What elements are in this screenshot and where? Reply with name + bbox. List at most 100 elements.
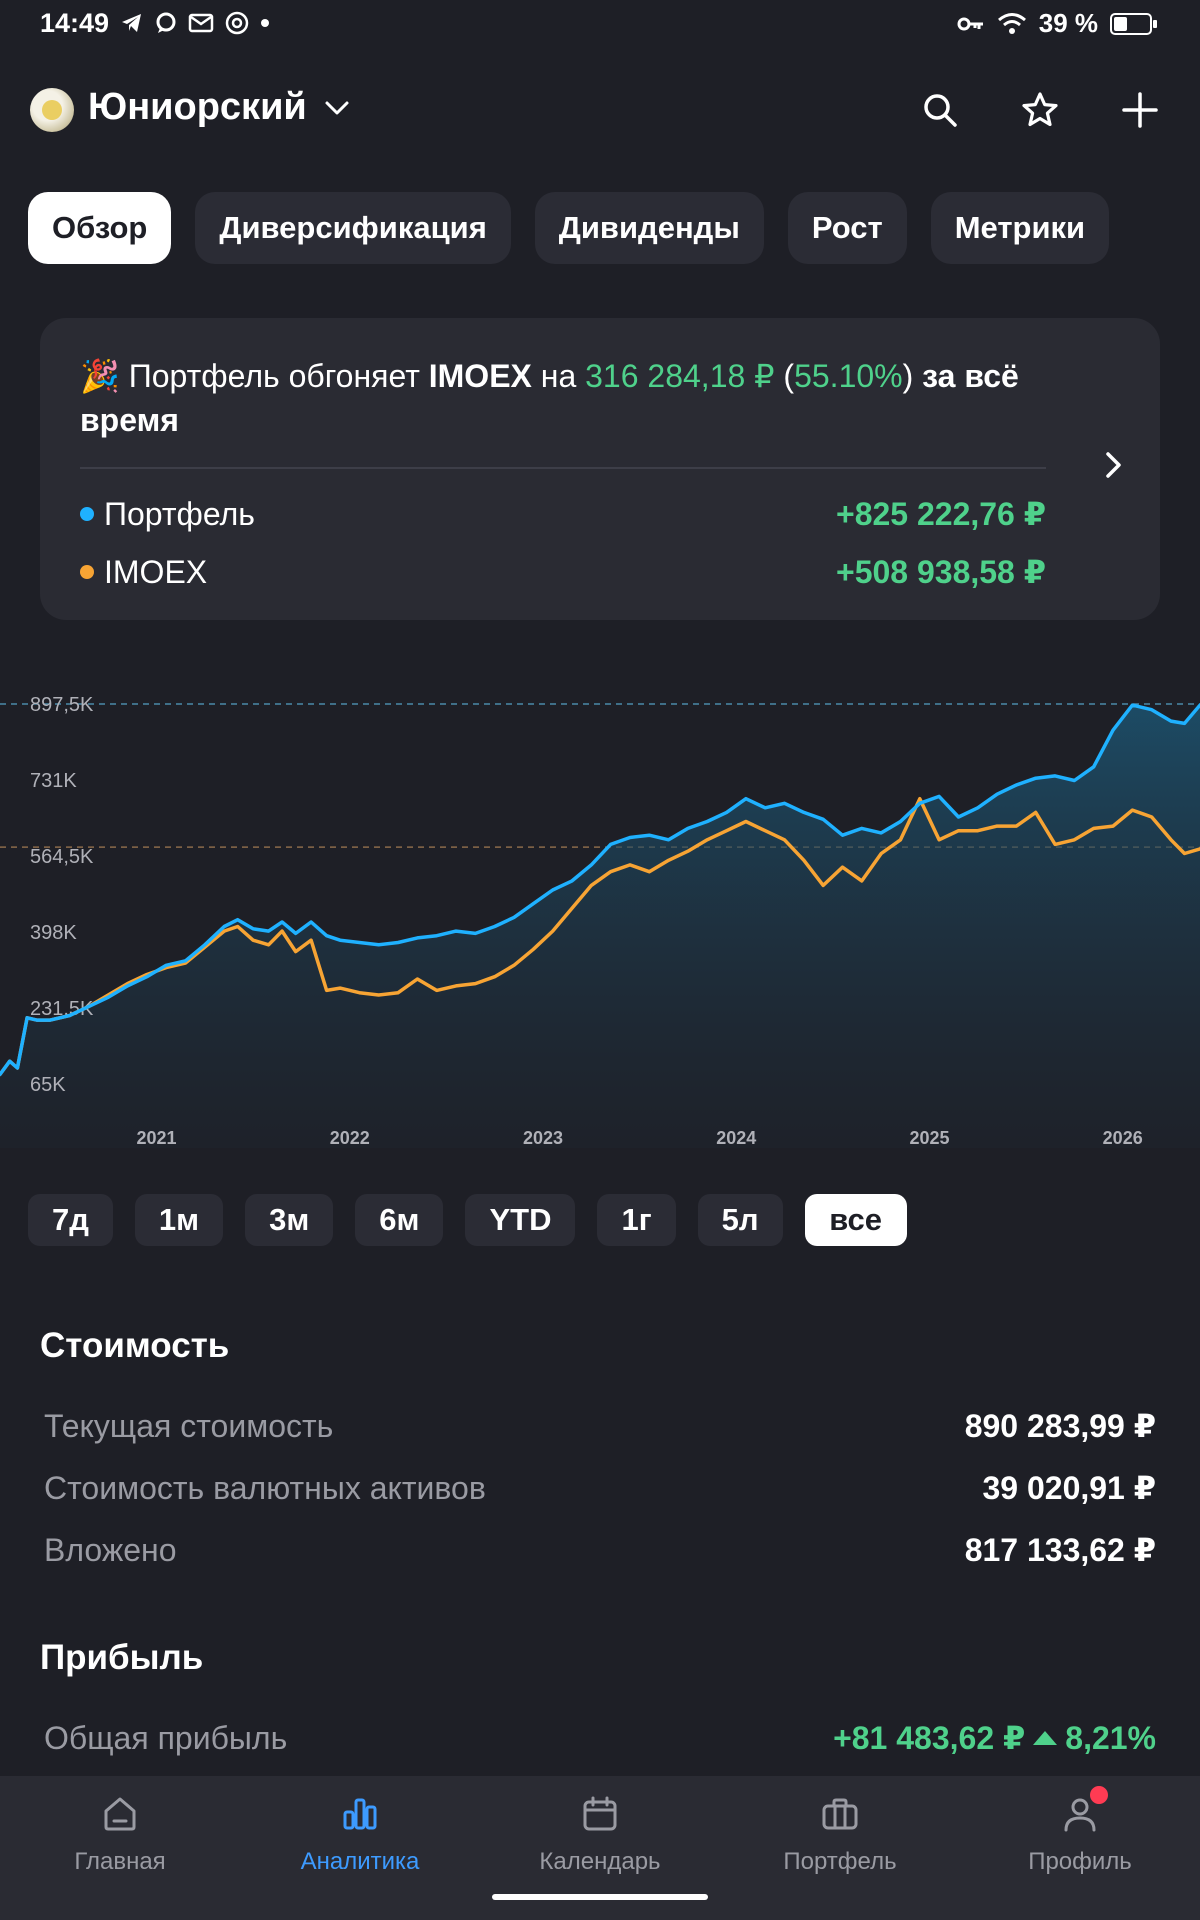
period-ytd[interactable]: YTD [465,1194,576,1246]
row-value: 817 133,62 ₽ [964,1532,1156,1568]
row-label: Стоимость валютных активов [44,1469,486,1506]
search-button[interactable] [914,84,966,136]
nav-label: Профиль [1028,1848,1132,1875]
plus-icon [1122,92,1158,128]
period-6m[interactable]: 6м [355,1194,444,1246]
comparison-pct-open: ( [783,358,795,394]
x-tick-label: 2025 [909,1128,949,1148]
home-indicator [492,1894,708,1900]
notification-icons [120,10,270,36]
nav-profile[interactable]: Профиль [960,1784,1200,1890]
profit-row-total: Общая прибыль +81 483,62 ₽ 8,21% [44,1716,1156,1760]
party-icon: 🎉 [80,358,120,394]
profile-icon [1056,1784,1110,1838]
portfolio-title: Юниорский [88,86,307,128]
wifi-icon [997,12,1026,34]
nav-analytics[interactable]: Аналитика [240,1790,480,1890]
comparison-pct: 55.10% [794,358,903,394]
divider [80,467,1046,469]
period-7d[interactable]: 7д [28,1194,113,1246]
tab-dividends[interactable]: Дивиденды [534,192,764,264]
add-button[interactable] [1114,84,1166,136]
y-tick-label: 731K [30,770,77,792]
period-all[interactable]: все [804,1194,907,1246]
nav-label: Аналитика [300,1848,420,1875]
chevron-down-icon [325,101,349,114]
comparison-prefix: Портфель обгоняет [128,358,420,394]
analytics-tabs: Обзор Диверсификация Дивиденды Рост Метр… [28,192,1110,264]
y-tick-label: 564,5K [30,846,94,868]
nav-home[interactable]: Главная [0,1790,240,1890]
status-time: 14:49 [40,8,110,38]
chevron-right-icon [1106,452,1121,478]
value-row-currency-assets: Стоимость валютных активов 39 020,91 ₽ [44,1466,1156,1510]
mail-icon [188,13,214,33]
app-header: Юниорский [0,78,1200,142]
nav-portfolio[interactable]: Портфель [720,1790,960,1890]
portfolio-selector[interactable]: Юниорский [88,86,351,129]
favorite-button[interactable] [1014,84,1066,136]
period-selector: 7д 1м 3м 6м YTD 1г 5л все [28,1194,907,1246]
comparison-index: IMOEX [428,358,532,394]
x-tick-label: 2024 [716,1128,756,1148]
nav-label: Календарь [539,1848,661,1875]
calendar-icon [576,1790,624,1838]
profit-section-title: Прибыль [40,1638,204,1677]
y-tick-label: 897,5K [30,694,94,716]
period-1y[interactable]: 1г [597,1194,676,1246]
row-value: 39 020,91 ₽ [982,1470,1156,1506]
nav-label: Главная [74,1848,166,1875]
analytics-icon [336,1790,384,1838]
chat-icon [156,12,176,33]
portfolio-line [0,703,1200,1077]
portfolio-area-fill [0,705,1200,1148]
comparison-suffix: за всё время [80,358,1019,438]
portfolio-logo [30,88,74,132]
row-label: Текущая стоимость [44,1407,334,1444]
value-row-invested: Вложено 817 133,62 ₽ [44,1528,1156,1572]
more-notifications-icon [261,19,269,27]
portfolio-label: Портфель [104,495,255,532]
at-icon [225,11,249,35]
search-icon [924,94,957,127]
portfolio-legend-dot [80,507,94,521]
tab-overview[interactable]: Обзор [28,192,172,264]
profit-amount: +81 483,62 ₽ [833,1720,1026,1756]
comparison-row-portfolio: Портфель +825 222,76 ₽ [80,492,1046,536]
period-5y[interactable]: 5л [697,1194,783,1246]
period-1m[interactable]: 1м [134,1194,224,1246]
x-tick-label: 2026 [1103,1128,1143,1148]
tab-metrics[interactable]: Метрики [930,192,1110,264]
notification-badge [1088,1784,1110,1806]
home-icon [96,1790,144,1838]
telegram-icon [122,14,141,32]
comparison-diff: 316 284,18 ₽ [585,358,775,394]
tab-diversification[interactable]: Диверсификация [195,192,511,264]
comparison-row-index: IMOEX +508 938,58 ₽ [80,550,1046,594]
tab-growth[interactable]: Рост [787,192,907,264]
x-tick-label: 2022 [330,1128,370,1148]
y-tick-label: 398K [30,922,77,944]
imoex-line [0,796,1200,1077]
benchmark-comparison-card[interactable]: 🎉 Портфель обгоняет IMOEX на 316 284,18 … [40,318,1160,620]
x-tick-label: 2023 [523,1128,563,1148]
y-tick-label: 231,5K [30,998,94,1020]
period-3m[interactable]: 3м [245,1194,334,1246]
value-row-current: Текущая стоимость 890 283,99 ₽ [44,1404,1156,1448]
nav-calendar[interactable]: Календарь [480,1790,720,1890]
portfolio-vs-index-chart[interactable]: 897,5K 731K 564,5K 398K 231,5K 65K 2021 2022 202… [0,668,1200,1148]
index-legend-dot [80,565,94,579]
star-icon [1022,92,1058,127]
comparison-on: на [540,358,577,394]
value-section-title: Стоимость [40,1326,230,1365]
battery-level [1114,16,1127,31]
row-value: +81 483,62 ₽ 8,21% [833,1719,1156,1757]
portfolio-value: +825 222,76 ₽ [836,496,1046,532]
comparison-headline: 🎉 Портфель обгоняет IMOEX на 316 284,18 … [80,354,1020,442]
briefcase-icon [816,1790,864,1838]
y-tick-label: 65K [30,1074,66,1096]
battery-percent: 39 % [1038,8,1098,38]
row-label: Вложено [44,1531,177,1568]
status-bar: 14:49 39 % [0,0,1200,46]
index-value: +508 938,58 ₽ [836,554,1046,590]
